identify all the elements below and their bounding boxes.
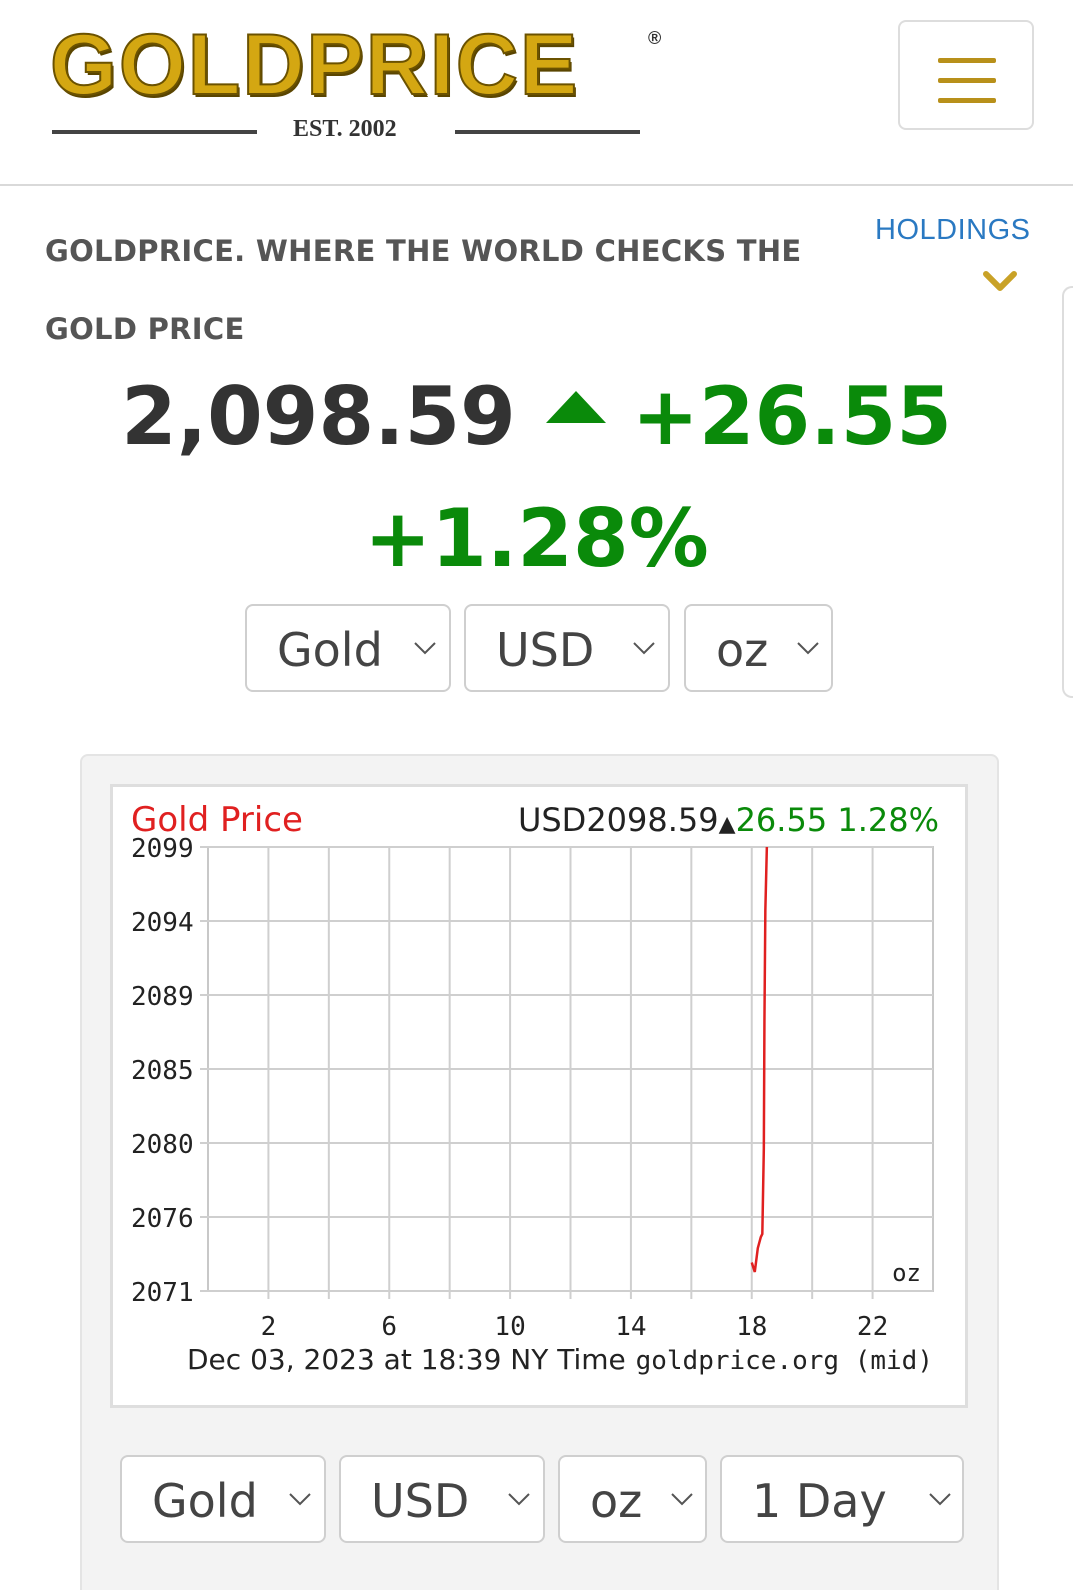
unit-select-value: oz — [716, 623, 769, 677]
chart-x-tick-label: 14 — [615, 1312, 646, 1342]
holdings-link[interactable]: HOLDINGS — [875, 214, 1031, 246]
chart-y-tick-label: 2076 — [131, 1204, 194, 1234]
chart-grid — [200, 846, 934, 1299]
time-range-value: 1 Day — [752, 1474, 887, 1528]
chart-header-price: USD2098.59 — [518, 801, 719, 839]
chart-x-tick-label: 18 — [736, 1312, 767, 1342]
currency-select-value: USD — [371, 1474, 470, 1528]
chart-header-quote: USD2098.59▲26.55 1.28% — [518, 801, 939, 839]
chart-marks — [750, 846, 769, 1273]
currency-select-value: USD — [496, 623, 595, 677]
chevron-down-icon — [797, 642, 819, 655]
logo-est-text: EST. 2002 — [293, 116, 397, 142]
chart-y-tick-label: 2094 — [131, 908, 194, 938]
chevron-down-icon[interactable] — [982, 268, 1018, 296]
logo-registered-mark: ® — [648, 28, 662, 48]
chevron-down-icon — [929, 1493, 951, 1506]
hamburger-menu-button[interactable] — [898, 20, 1034, 130]
chevron-down-icon — [289, 1493, 311, 1506]
chart-title: Gold Price — [131, 800, 303, 840]
hamburger-icon-bar — [938, 98, 996, 103]
logo-rule-left — [52, 130, 257, 134]
unit-select-value: oz — [590, 1474, 643, 1528]
gold-price-value: 2,098.59 — [121, 370, 516, 463]
chart-unit-label: oz — [892, 1259, 921, 1287]
unit-select-top[interactable]: oz — [684, 604, 833, 692]
goldprice-logo[interactable]: GOLDPRICE ® EST. 2002 — [49, 17, 670, 142]
site-tagline: GOLDPRICE. WHERE THE WORLD CHECKS THE GO… — [45, 234, 802, 346]
gold-price-chart[interactable]: 2099 2094 2089 2085 2080 2076 2071 2 6 10 14 18 22 Go… — [110, 784, 968, 1408]
metal-select-top[interactable]: Gold — [245, 604, 451, 692]
chart-header-change: 26.55 1.28% — [736, 801, 939, 839]
metal-select-value: Gold — [152, 1474, 258, 1528]
currency-select-bottom[interactable]: USD — [339, 1455, 545, 1543]
chart-labels: 2099 2094 2089 2085 2080 2076 2071 2 6 10 14 18 22 Go… — [131, 800, 939, 1376]
up-arrow-icon — [545, 390, 606, 423]
logo-text: GOLDPRICE — [49, 17, 580, 113]
unit-select-bottom[interactable]: oz — [558, 1455, 707, 1543]
chart-y-tick-label: 2099 — [131, 834, 194, 864]
metal-select-value: Gold — [277, 623, 383, 677]
currency-select-top[interactable]: USD — [464, 604, 670, 692]
chart-y-tick-label: 2080 — [131, 1130, 194, 1160]
chart-y-tick-label: 2089 — [131, 982, 194, 1012]
chart-y-tick-label: 2085 — [131, 1056, 194, 1086]
site-header: GOLDPRICE ® EST. 2002 — [0, 0, 1073, 186]
chart-footer-timestamp: Dec 03, 2023 at 18:39 NY Time — [187, 1343, 626, 1376]
chevron-down-icon — [671, 1493, 693, 1506]
side-panel-edge — [1062, 286, 1073, 698]
logo-rule-right — [455, 130, 640, 134]
chart-x-tick-label: 2 — [261, 1312, 277, 1342]
chevron-down-icon — [633, 642, 655, 655]
hamburger-icon — [938, 58, 996, 63]
time-range-select[interactable]: 1 Day — [720, 1455, 964, 1543]
chevron-down-icon — [414, 642, 436, 655]
hamburger-icon-bar — [938, 78, 996, 83]
price-change-value: +26.55 — [631, 370, 952, 463]
chart-footer-source: goldprice.org (mid) — [636, 1346, 933, 1376]
chart-x-tick-label: 10 — [494, 1312, 525, 1342]
chart-x-tick-label: 6 — [381, 1312, 397, 1342]
price-quote: 2,098.59 +26.55 — [0, 370, 1073, 480]
chart-header-up-arrow-icon: ▲ — [719, 812, 736, 837]
logo-established: EST. 2002 — [50, 108, 640, 148]
chart-series-line — [750, 846, 769, 1273]
chart-y-tick-label: 2071 — [131, 1278, 194, 1308]
chart-x-tick-label: 22 — [857, 1312, 888, 1342]
percent-change-value: +1.28% — [364, 492, 709, 585]
chart-svg: 2099 2094 2089 2085 2080 2076 2071 2 6 10 14 18 22 Go… — [131, 800, 939, 1376]
chevron-down-icon — [508, 1493, 530, 1506]
metal-select-bottom[interactable]: Gold — [120, 1455, 326, 1543]
percent-change-row: +1.28% — [0, 492, 1073, 585]
